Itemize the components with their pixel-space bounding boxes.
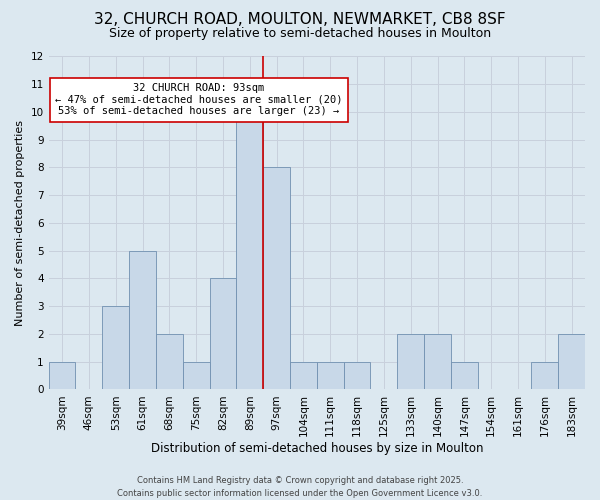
Text: 32 CHURCH ROAD: 93sqm
← 47% of semi-detached houses are smaller (20)
53% of semi: 32 CHURCH ROAD: 93sqm ← 47% of semi-deta…	[55, 83, 343, 116]
Bar	[103, 306, 129, 390]
Bar	[156, 334, 183, 390]
Bar	[236, 112, 263, 390]
Bar	[129, 250, 156, 390]
Bar	[424, 334, 451, 390]
Bar	[317, 362, 344, 390]
Bar	[290, 362, 317, 390]
Bar	[183, 362, 209, 390]
Bar	[532, 362, 558, 390]
Bar	[209, 278, 236, 390]
Text: 32, CHURCH ROAD, MOULTON, NEWMARKET, CB8 8SF: 32, CHURCH ROAD, MOULTON, NEWMARKET, CB8…	[94, 12, 506, 28]
Text: Size of property relative to semi-detached houses in Moulton: Size of property relative to semi-detach…	[109, 28, 491, 40]
Text: Contains HM Land Registry data © Crown copyright and database right 2025.
Contai: Contains HM Land Registry data © Crown c…	[118, 476, 482, 498]
Bar	[49, 362, 76, 390]
Bar	[344, 362, 370, 390]
Y-axis label: Number of semi-detached properties: Number of semi-detached properties	[15, 120, 25, 326]
Bar	[451, 362, 478, 390]
Bar	[263, 168, 290, 390]
X-axis label: Distribution of semi-detached houses by size in Moulton: Distribution of semi-detached houses by …	[151, 442, 483, 455]
Bar	[558, 334, 585, 390]
Bar	[397, 334, 424, 390]
